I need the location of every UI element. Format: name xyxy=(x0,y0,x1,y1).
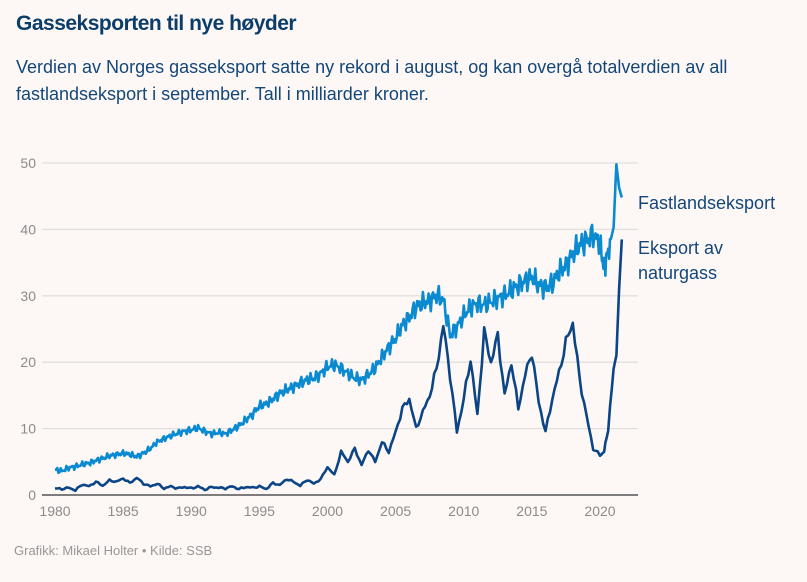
series-label: Fastlandseksport xyxy=(638,193,775,213)
y-tick-label: 0 xyxy=(28,487,36,503)
x-tick-label: 1985 xyxy=(108,503,139,519)
y-axis-ticks: 0 10 20 30 40 50 xyxy=(20,155,36,503)
credit-line: Grafikk: Mikael Holter • Kilde: SSB xyxy=(14,543,213,558)
x-tick-label: 2015 xyxy=(516,503,547,519)
gridlines xyxy=(42,162,638,496)
y-tick-label: 10 xyxy=(20,421,36,437)
x-tick-label: 1980 xyxy=(39,503,70,519)
chart-title: Gasseksporten til nye høyder xyxy=(16,12,297,35)
series-line-fastlandseksport xyxy=(54,163,624,475)
y-tick-label: 20 xyxy=(20,354,36,370)
y-tick-label: 50 xyxy=(20,155,36,171)
series-label: Eksport av xyxy=(638,238,723,258)
series-label: naturgass xyxy=(638,263,717,283)
x-axis-ticks: 1980 1985 1990 1995 2000 2005 2010 2015 2020 xyxy=(39,503,615,519)
x-tick-label: 2010 xyxy=(448,503,479,519)
series-line-naturgass xyxy=(54,239,624,493)
x-tick-label: 2020 xyxy=(584,503,615,519)
series-labels: Fastlandseksport Eksport av naturgass xyxy=(638,193,775,283)
y-tick-label: 40 xyxy=(20,221,36,237)
x-tick-label: 1990 xyxy=(176,503,207,519)
x-tick-label: 2000 xyxy=(312,503,343,519)
x-tick-label: 1995 xyxy=(244,503,275,519)
chart-subtitle: Verdien av Norges gasseksport satte ny r… xyxy=(16,57,728,104)
series-lines xyxy=(54,163,624,493)
y-tick-label: 30 xyxy=(20,288,36,304)
x-tick-label: 2005 xyxy=(380,503,411,519)
